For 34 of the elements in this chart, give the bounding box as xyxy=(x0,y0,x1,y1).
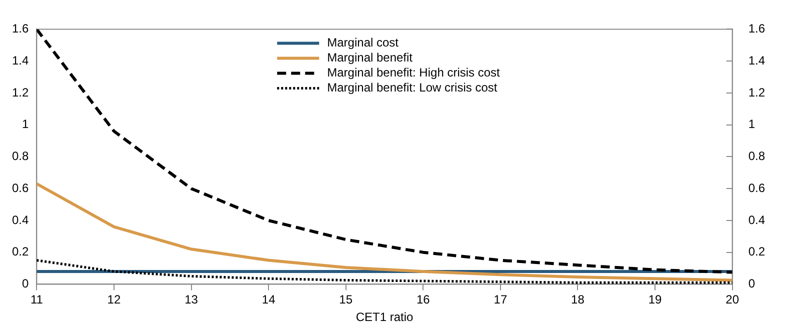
y2-tick-label: 1.6 xyxy=(748,22,766,36)
legend-label: Marginal benefit: Low crisis cost xyxy=(327,80,498,95)
y2-tick-label: 1.2 xyxy=(748,85,766,100)
x-tick-label: 16 xyxy=(416,292,430,307)
y-tick-label: 0 xyxy=(22,276,29,291)
x-tick-label: 18 xyxy=(571,292,585,307)
y2-tick-label: 1.4 xyxy=(748,53,766,68)
y-tick-label: 1 xyxy=(22,117,29,132)
x-tick-label: 14 xyxy=(262,292,276,307)
y-tick-label: 0.4 xyxy=(12,212,29,227)
x-tick-label: 13 xyxy=(184,292,198,307)
legend-label: Marginal benefit: High crisis cost xyxy=(327,66,501,80)
x-tick-label: 15 xyxy=(339,292,353,307)
y-tick-label: 0.6 xyxy=(12,180,29,195)
y-tick-label: 1.2 xyxy=(12,85,29,100)
y-tick-label: 0.8 xyxy=(12,149,29,164)
y2-tick-label: 1 xyxy=(748,117,756,132)
x-tick-label: 17 xyxy=(494,292,508,307)
y-tick-label: 1.4 xyxy=(12,53,29,68)
y2-tick-label: 0 xyxy=(748,276,756,291)
y2-tick-label: 0.8 xyxy=(748,149,766,164)
x-tick-label: 20 xyxy=(726,292,740,307)
y2-tick-label: 0.6 xyxy=(748,180,766,195)
y-tick-label: 1.6 xyxy=(12,22,29,36)
x-tick-label: 19 xyxy=(648,292,662,307)
x-tick-label: 12 xyxy=(107,292,121,307)
legend-label: Marginal benefit xyxy=(327,50,414,65)
y2-tick-label: 0.4 xyxy=(748,212,766,227)
x-axis-title: CET1 ratio xyxy=(356,310,414,324)
legend-label: Marginal cost xyxy=(327,36,400,50)
y2-tick-label: 0.2 xyxy=(748,244,766,259)
x-tick-label: 11 xyxy=(30,292,44,307)
y-tick-label: 0.2 xyxy=(12,244,29,259)
line-series xyxy=(36,29,732,274)
